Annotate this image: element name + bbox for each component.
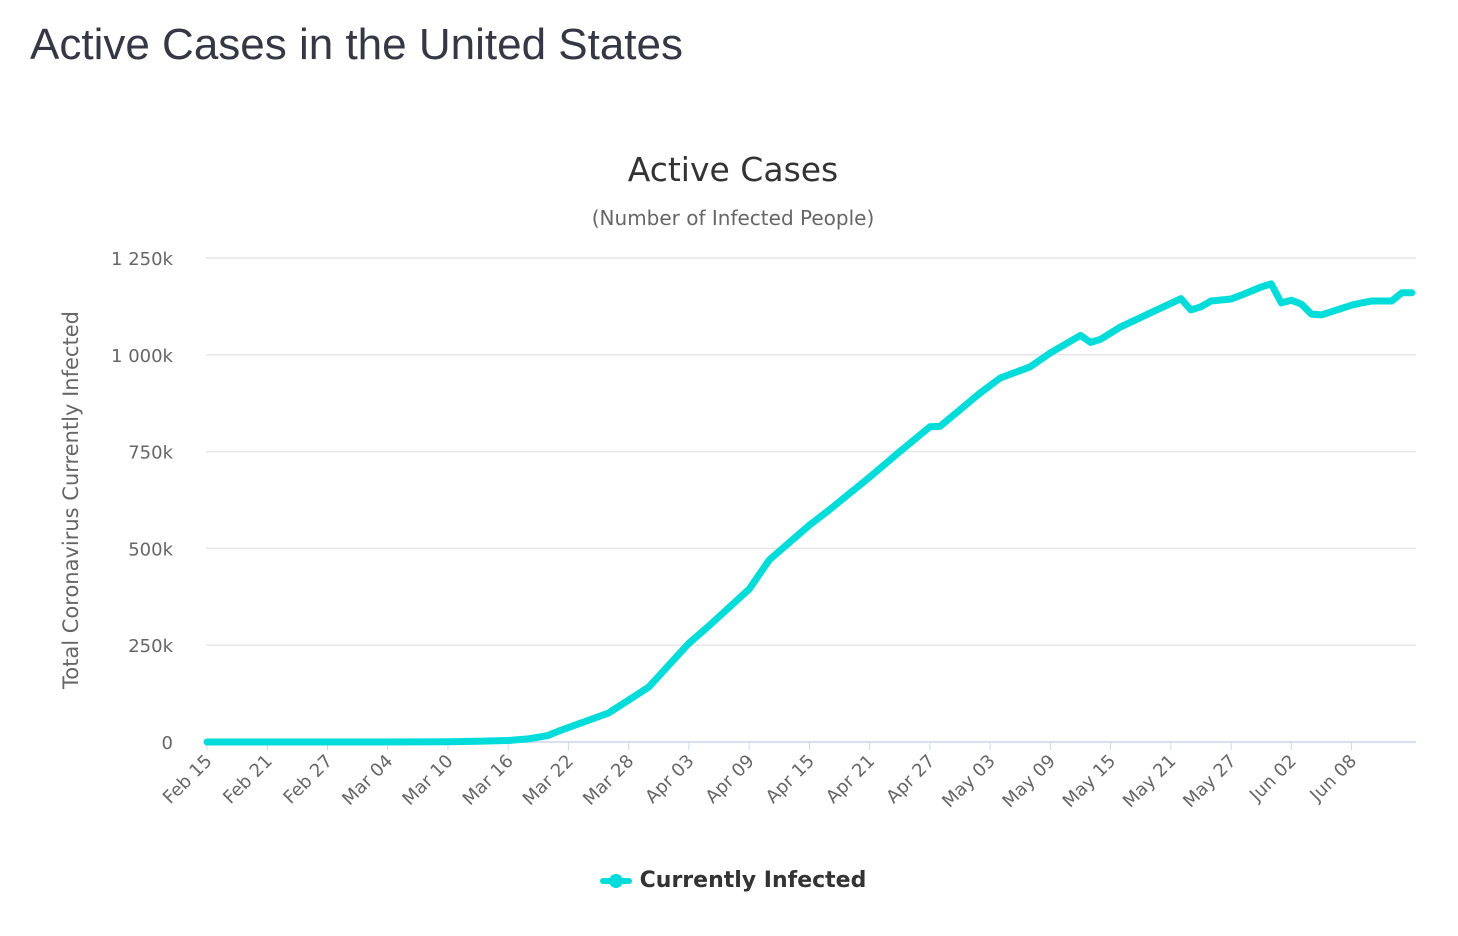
- x-tick-label: May 03: [938, 751, 999, 812]
- x-tick-label: Apr 09: [702, 751, 759, 808]
- legend-item[interactable]: Currently Infected: [0, 868, 1458, 893]
- x-tick-label: Jun 02: [1245, 751, 1301, 807]
- legend-marker-icon: [599, 874, 632, 888]
- x-tick-label: Apr 21: [822, 751, 879, 808]
- page-title: Active Cases in the United States: [30, 20, 683, 69]
- x-tick-label: Mar 22: [519, 751, 578, 810]
- x-tick-label: May 21: [1119, 751, 1180, 812]
- x-tick-label: Apr 15: [762, 751, 819, 808]
- chart-subtitle: (Number of Infected People): [591, 206, 875, 230]
- x-tick-label: Mar 10: [398, 751, 457, 810]
- x-tick-label: Feb 15: [159, 751, 217, 809]
- x-tick-label: Mar 28: [579, 751, 638, 810]
- x-tick-label: Mar 04: [338, 751, 397, 810]
- x-tick-label: May 15: [1059, 751, 1120, 812]
- x-tick-label: Apr 27: [882, 751, 939, 808]
- x-tick-label: Feb 21: [219, 751, 277, 809]
- y-tick-label: 0: [162, 733, 173, 754]
- y-tick-label: 1 250k: [111, 249, 174, 270]
- x-tick-label: May 09: [998, 751, 1059, 812]
- chart-title: Active Cases: [627, 150, 839, 189]
- y-axis-title: Total Coronavirus Currently Infected: [59, 311, 83, 690]
- x-tick-label: May 27: [1179, 751, 1240, 812]
- series-line-currently-infected: [203, 280, 1416, 746]
- legend-label: Currently Infected: [639, 868, 867, 893]
- x-tick-label: Apr 03: [641, 751, 698, 808]
- y-tick-label: 750k: [128, 443, 173, 464]
- y-tick-label: 250k: [128, 636, 173, 657]
- x-tick-label: Jun 08: [1305, 751, 1361, 807]
- x-tick-label: Mar 16: [459, 751, 518, 810]
- y-tick-label: 1 000k: [111, 346, 174, 367]
- y-tick-label: 500k: [128, 539, 173, 560]
- x-tick-label: Feb 27: [279, 751, 337, 809]
